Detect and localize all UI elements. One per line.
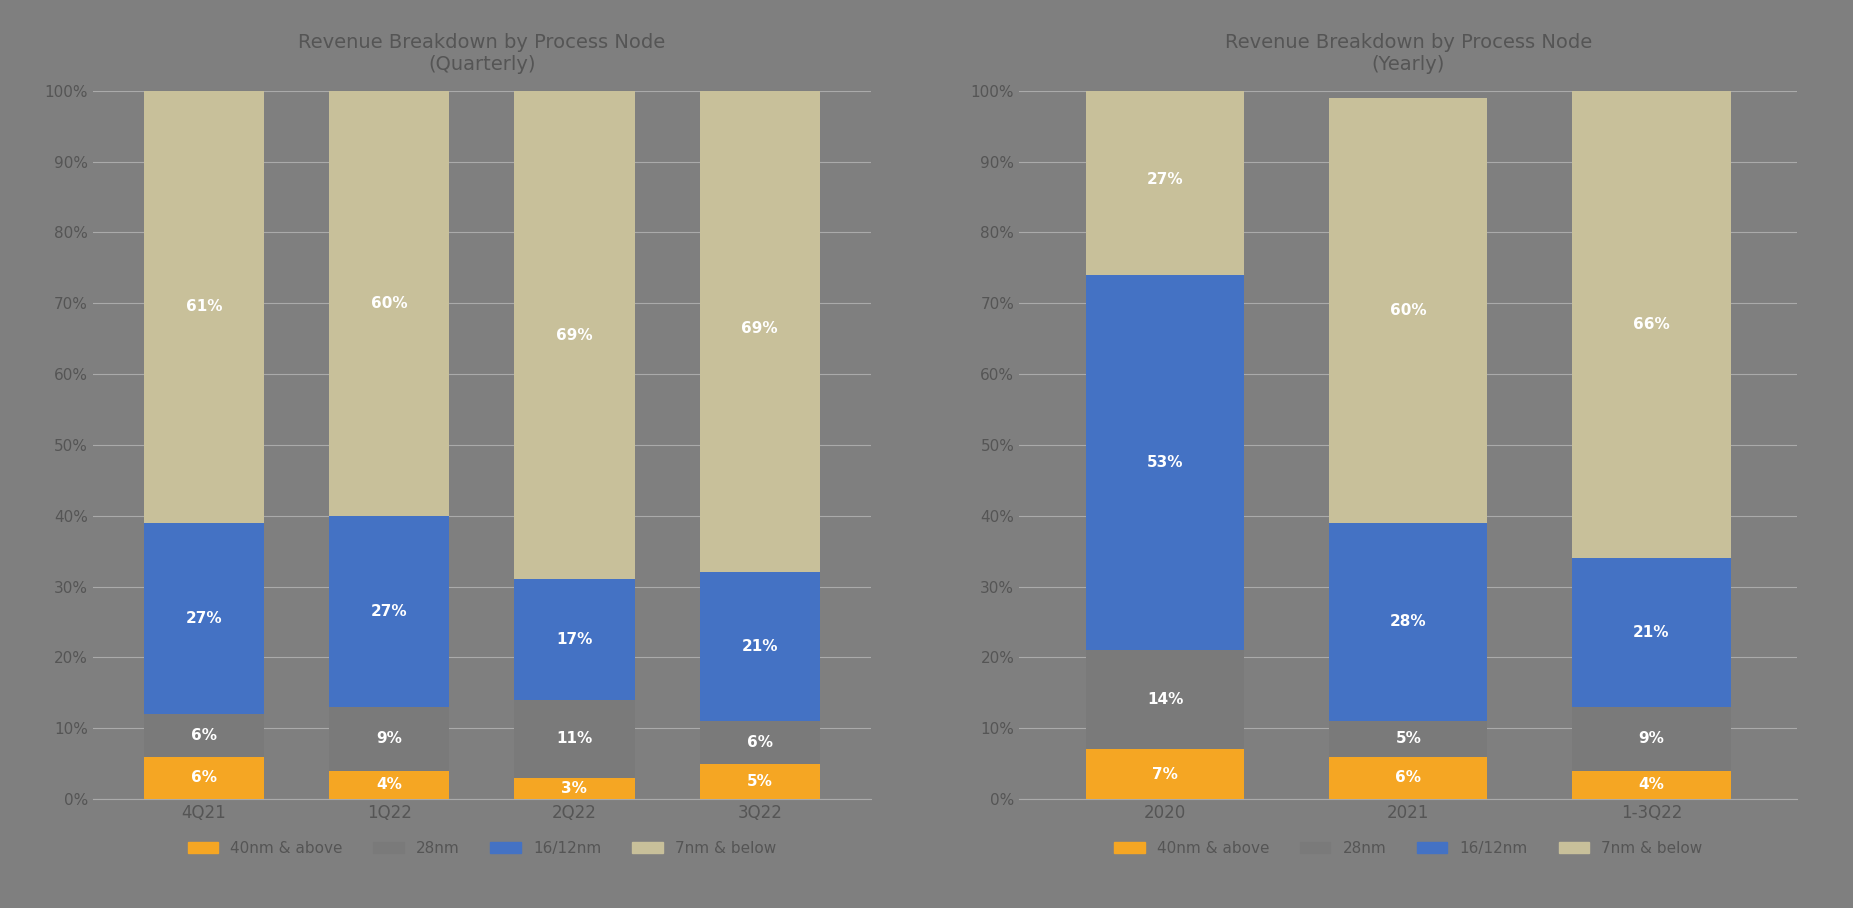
Bar <box>1086 275 1243 650</box>
Title: Revenue Breakdown by Process Node
(Quarterly): Revenue Breakdown by Process Node (Quart… <box>298 33 665 74</box>
Text: 14%: 14% <box>1147 693 1184 707</box>
Bar <box>1573 771 1731 799</box>
Legend: 40nm & above, 28nm, 16/12nm, 7nm & below: 40nm & above, 28nm, 16/12nm, 7nm & below <box>182 835 782 863</box>
Bar <box>145 523 265 714</box>
Text: 60%: 60% <box>371 296 408 311</box>
Bar <box>1573 91 1731 558</box>
Bar <box>1573 707 1731 771</box>
Text: 9%: 9% <box>376 731 402 746</box>
Bar <box>1329 523 1488 721</box>
Bar <box>145 714 265 756</box>
Bar <box>1329 721 1488 756</box>
Text: 6%: 6% <box>191 770 217 785</box>
Text: 27%: 27% <box>371 604 408 619</box>
Text: 5%: 5% <box>747 774 773 789</box>
Text: 28%: 28% <box>1390 615 1427 629</box>
Bar <box>513 91 634 579</box>
Bar <box>145 91 265 523</box>
Text: 69%: 69% <box>556 328 593 342</box>
Text: 21%: 21% <box>1632 625 1670 640</box>
Text: 11%: 11% <box>556 731 593 746</box>
Bar <box>1086 650 1243 749</box>
Text: 66%: 66% <box>1632 317 1670 332</box>
Bar <box>330 91 448 516</box>
Bar <box>513 579 634 700</box>
Text: 21%: 21% <box>741 639 778 655</box>
Bar <box>330 707 448 771</box>
Bar <box>1329 98 1488 523</box>
Text: 5%: 5% <box>1395 731 1421 746</box>
Text: 3%: 3% <box>561 781 587 796</box>
Text: 4%: 4% <box>1638 777 1664 793</box>
Bar <box>699 84 819 572</box>
Text: 6%: 6% <box>191 728 217 743</box>
Bar <box>699 764 819 799</box>
Text: 9%: 9% <box>1638 731 1664 746</box>
Bar <box>1086 84 1243 275</box>
Bar <box>699 572 819 721</box>
Bar <box>330 771 448 799</box>
Text: 4%: 4% <box>376 777 402 793</box>
Bar <box>1573 558 1731 707</box>
Bar <box>330 516 448 707</box>
Bar <box>513 700 634 778</box>
Text: 7%: 7% <box>1153 766 1179 782</box>
Bar <box>145 756 265 799</box>
Legend: 40nm & above, 28nm, 16/12nm, 7nm & below: 40nm & above, 28nm, 16/12nm, 7nm & below <box>1108 835 1708 863</box>
Text: 27%: 27% <box>185 611 222 626</box>
Text: 27%: 27% <box>1147 172 1184 187</box>
Bar <box>699 721 819 764</box>
Text: 61%: 61% <box>185 300 222 314</box>
Text: 60%: 60% <box>1390 303 1427 318</box>
Text: 53%: 53% <box>1147 455 1184 470</box>
Bar <box>1086 749 1243 799</box>
Title: Revenue Breakdown by Process Node
(Yearly): Revenue Breakdown by Process Node (Yearl… <box>1225 33 1592 74</box>
Bar <box>513 778 634 799</box>
Text: 69%: 69% <box>741 321 778 336</box>
Text: 6%: 6% <box>1395 770 1421 785</box>
Text: 17%: 17% <box>556 632 593 647</box>
Bar <box>1329 756 1488 799</box>
Text: 6%: 6% <box>747 735 773 750</box>
